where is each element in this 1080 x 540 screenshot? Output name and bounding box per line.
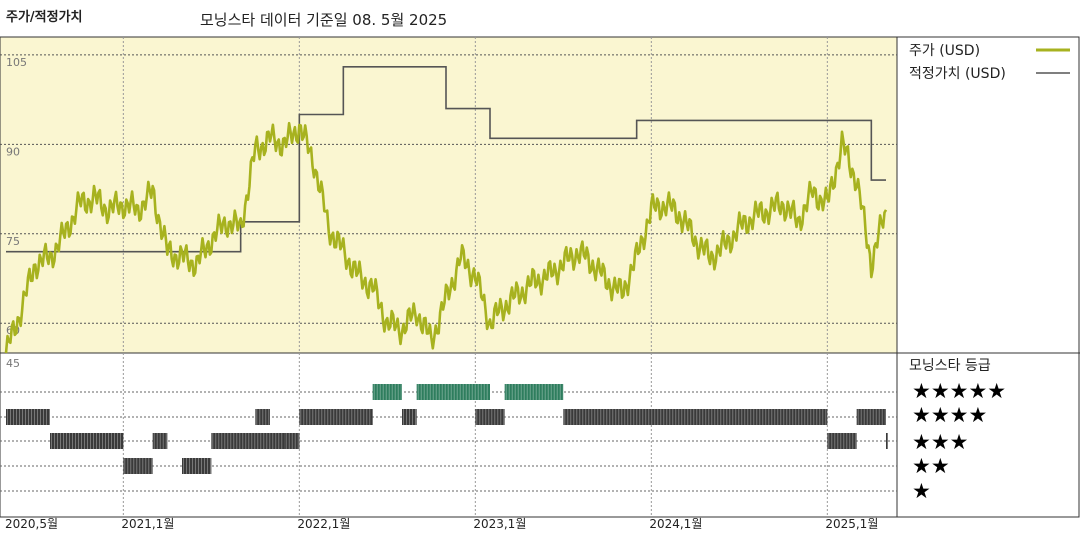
legend-panel [896,36,1080,518]
rating-segment-4-stars [402,409,417,425]
x-tick-label: 2024,1월 [649,517,702,531]
rating-segment-4-stars [475,409,505,425]
price-line [4,121,888,354]
rating-5-stars: ★★★★★ [912,379,1007,403]
page-subtitle: 모닝스타 데이터 기준일 08. 5월 2025 [200,11,448,29]
rating-segment-5-stars [416,384,490,400]
fair-value-line [6,66,886,253]
rating-segment-4-stars [563,409,828,425]
legend-price-label: 주가 (USD) [909,43,980,59]
rating-segment-fill [827,433,857,449]
rating-segment-fill [416,384,490,400]
x-tick-label: 2020,5월 [5,517,58,531]
x-tick-label: 2023,1월 [473,517,526,531]
rating-segment-fill [50,433,124,449]
rating-segment-fill [6,409,50,425]
rating-segment-fill [182,458,212,474]
rating-segment-fill [372,384,402,400]
rating-segment-fill [123,458,153,474]
rating-segment-4-stars [299,409,373,425]
rating-axis-label: 45 [6,357,20,370]
rating-segment-3-stars [152,433,168,449]
page-title: 주가/적정가치 [6,10,83,25]
rating-bars [6,384,888,474]
rating-panel-background [0,352,898,518]
y-tick-label: 105 [6,56,27,69]
rating-segment-fill [284,433,300,449]
rating-segment-3-stars [886,433,888,449]
rating-segment-4-stars [6,409,50,425]
rating-segment-fill [299,409,373,425]
rating-2-stars: ★★ [912,454,950,478]
rating-segment-fill [152,433,168,449]
x-tick-label: 2022,1월 [297,517,350,531]
rating-segment-2-stars [123,458,153,474]
rating-1-star: ★ [912,479,931,503]
rating-segment-2-stars [182,458,212,474]
rating-segment-fill [211,433,300,449]
rating-segment-5-stars [372,384,402,400]
rating-segment-3-stars [827,433,857,449]
rating-segment-fill [504,384,564,400]
x-tick-label: 2025,1월 [825,517,878,531]
rating-segment-5-stars [504,384,564,400]
x-axis-ticks: 2020,5월 2021,1월 2022,1월 2023,1월 2024,1월 2025,… [5,517,878,531]
y-tick-label: 90 [6,145,20,158]
x-tick-label: 2021,1월 [121,517,174,531]
rating-segment-4-stars [255,409,270,425]
price-panel-background [0,36,898,354]
rating-segment-fill [886,433,888,449]
rating-3-stars: ★★★ [912,430,969,454]
y-tick-label: 75 [6,235,20,248]
legend-fair-value-label: 적정가치 (USD) [909,66,1006,82]
rating-segment-fill [563,409,828,425]
rating-4-stars: ★★★★ [912,403,988,427]
rating-segment-3-stars [284,433,300,449]
rating-segment-fill [402,409,417,425]
rating-segment-3-stars [50,433,124,449]
rating-segment-fill [475,409,505,425]
rating-segment-fill [255,409,270,425]
rating-segment-fill [856,409,886,425]
legend-rating-title: 모닝스타 등급 [909,358,991,374]
rating-segment-4-stars [856,409,886,425]
